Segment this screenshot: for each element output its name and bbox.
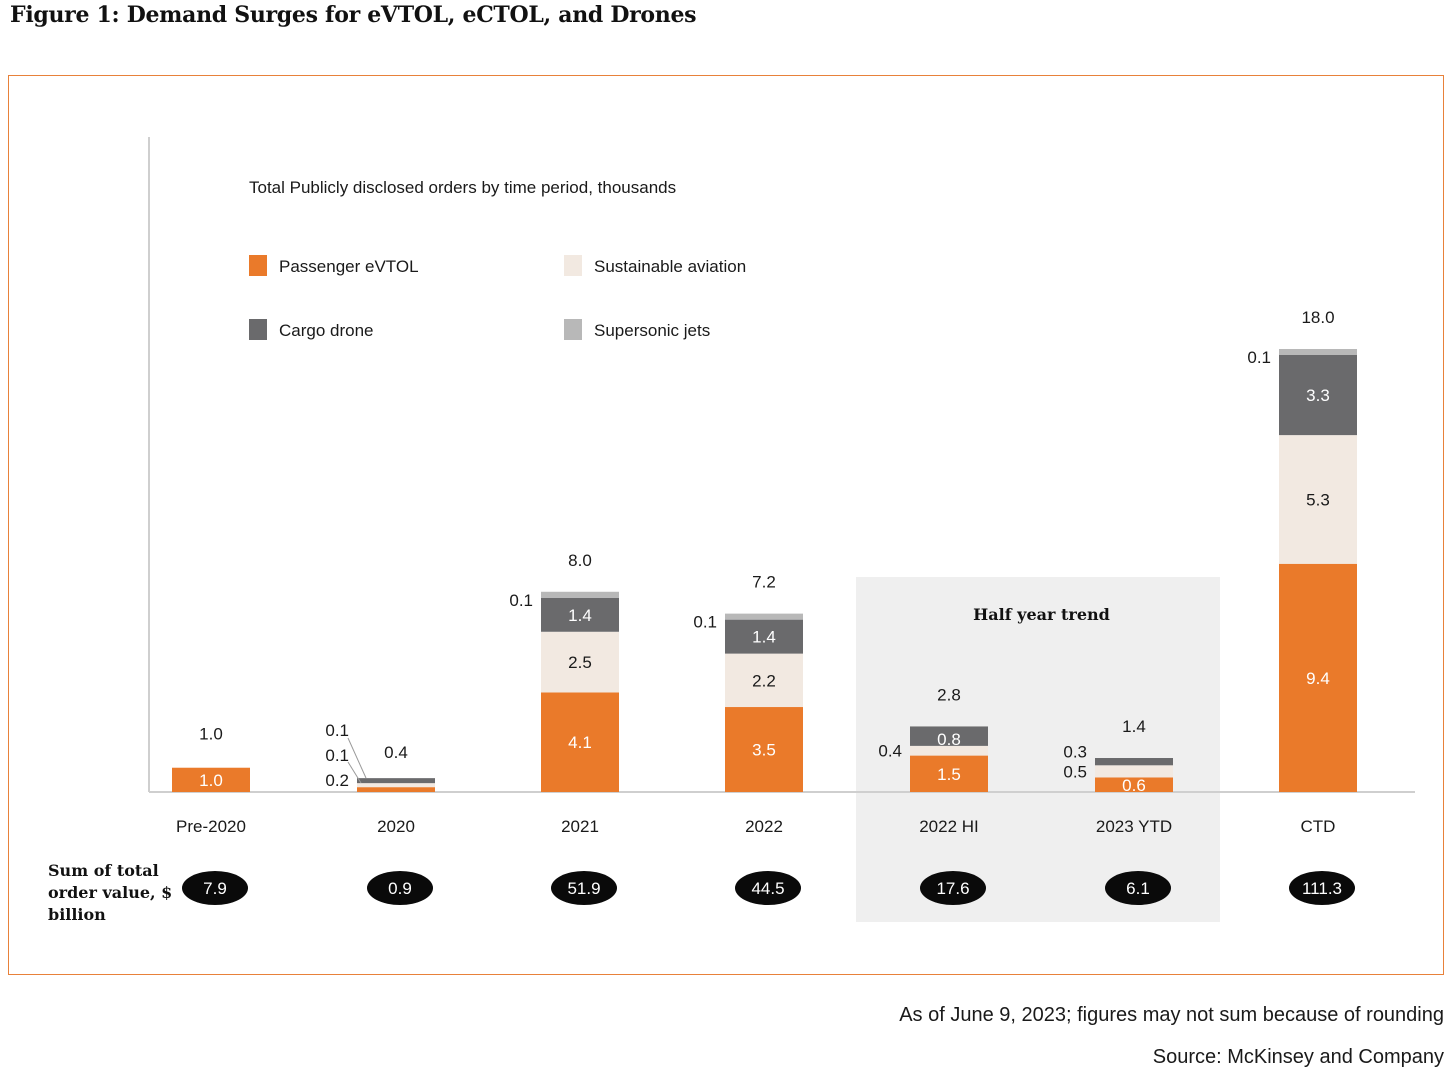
order-value-pill-pre-2020 — [182, 871, 248, 905]
bar-2021-sustainable-aviation — [541, 631, 619, 693]
total-label-2022: 7.2 — [752, 573, 776, 592]
source-footnote: Source: McKinsey and Company — [1152, 1046, 1444, 1068]
leader-line-2020-cargo — [347, 737, 367, 779]
bar-2021-cargo-drone — [541, 597, 619, 632]
total-label-2021: 8.0 — [568, 551, 592, 570]
bar-2020-sustainable-aviation — [357, 783, 435, 788]
data-label-2020-passenger-evtol: 0.2 — [325, 771, 349, 790]
data-label-2022-h1-passenger-evtol: 1.5 — [937, 765, 961, 784]
chart-subtitle: Total Publicly disclosed orders by time … — [249, 178, 676, 197]
bar-2022-h1-sustainable-aviation — [910, 745, 988, 756]
bar-ctd-supersonic-jets — [1279, 349, 1357, 355]
total-label-2020: 0.4 — [384, 743, 408, 762]
bar-2022-passenger-evtol — [725, 707, 803, 792]
data-label-2021-supersonic-jets: 0.1 — [509, 591, 533, 610]
data-label-2022-cargo-drone: 1.4 — [752, 628, 776, 647]
data-label-2022-sustainable-aviation: 2.2 — [752, 671, 776, 690]
order-value-label-2021: 51.9 — [567, 879, 600, 898]
data-label-2022-supersonic-jets: 0.1 — [693, 613, 717, 632]
legend-label-passenger-evtol: Passenger eVTOL — [279, 257, 419, 276]
x-tick-label-ctd: CTD — [1301, 817, 1336, 836]
leader-line-2020-sustainable — [347, 761, 362, 784]
x-tick-label-pre-2020: Pre-2020 — [176, 817, 246, 836]
data-label-ctd-sustainable-aviation: 5.3 — [1306, 490, 1330, 509]
order-value-label-2022: 44.5 — [751, 879, 784, 898]
bar-2023-ytd-sustainable-aviation — [1095, 765, 1173, 778]
bar-2021-passenger-evtol — [541, 692, 619, 792]
bar-2022-h1-passenger-evtol — [910, 755, 988, 792]
chart-frame — [8, 75, 1444, 975]
bar-2022-supersonic-jets — [725, 613, 803, 620]
legend-label-supersonic-jets: Supersonic jets — [594, 321, 710, 340]
order-value-label-2023-ytd: 6.1 — [1126, 879, 1150, 898]
data-label-2020-sustainable-aviation: 0.1 — [325, 746, 349, 765]
data-label-2023-ytd-passenger-evtol: 0.6 — [1122, 776, 1146, 795]
x-tick-label-2023-ytd: 2023 YTD — [1096, 817, 1172, 836]
bar-2020-cargo-drone — [357, 778, 435, 784]
data-label-2021-passenger-evtol: 4.1 — [568, 733, 592, 752]
data-label-2022-passenger-evtol: 3.5 — [752, 741, 776, 760]
legend-label-cargo-drone: Cargo drone — [279, 321, 374, 340]
order-value-pill-2023-ytd — [1105, 871, 1171, 905]
rounding-footnote: As of June 9, 2023; figures may not sum … — [899, 1004, 1444, 1026]
data-label-ctd-supersonic-jets: 0.1 — [1247, 348, 1271, 367]
total-label-ctd: 18.0 — [1301, 308, 1334, 327]
data-label-2022-h1-cargo-drone: 0.8 — [937, 730, 961, 749]
order-value-label-pre-2020: 7.9 — [203, 879, 227, 898]
data-label-ctd-passenger-evtol: 9.4 — [1306, 669, 1330, 688]
legend-swatch-sustainable-aviation — [564, 255, 582, 276]
order-value-pill-ctd — [1289, 871, 1355, 905]
order-value-pill-2022 — [735, 871, 801, 905]
data-label-2021-sustainable-aviation: 2.5 — [568, 653, 592, 672]
bar-2023-ytd-cargo-drone — [1095, 758, 1173, 766]
half-year-trend-label: Half year trend — [973, 605, 1110, 624]
legend-label-sustainable-aviation: Sustainable aviation — [594, 257, 746, 276]
x-tick-label-2021: 2021 — [561, 817, 599, 836]
legend-swatch-passenger-evtol — [249, 255, 267, 276]
order-value-label-2022-h1: 17.6 — [936, 879, 969, 898]
bar-pre-2020-passenger-evtol — [172, 767, 250, 792]
total-label-pre-2020: 1.0 — [199, 725, 223, 744]
order-value-pill-2020 — [367, 871, 433, 905]
x-tick-label-2020: 2020 — [377, 817, 415, 836]
data-label-2021-cargo-drone: 1.4 — [568, 606, 592, 625]
x-tick-label-2022: 2022 — [745, 817, 783, 836]
legend-swatch-supersonic-jets — [564, 319, 582, 340]
bar-2022-h1-cargo-drone — [910, 726, 988, 746]
bar-2022-cargo-drone — [725, 619, 803, 654]
bar-ctd-sustainable-aviation — [1279, 435, 1357, 564]
data-label-pre-2020-passenger-evtol: 1.0 — [199, 771, 223, 790]
x-tick-label-2022-h1: 2022 HI — [919, 817, 979, 836]
order-value-label-ctd: 111.3 — [1302, 879, 1342, 898]
bar-ctd-cargo-drone — [1279, 355, 1357, 436]
bar-2020-passenger-evtol — [357, 787, 435, 792]
order-value-row-label-line-1: Sum of total — [48, 861, 159, 880]
order-value-pill-2021 — [551, 871, 617, 905]
order-value-pill-2022-h1 — [920, 871, 986, 905]
order-value-row-label-line-3: billion — [48, 905, 106, 924]
bar-2022-sustainable-aviation — [725, 653, 803, 708]
data-label-2023-ytd-sustainable-aviation: 0.5 — [1063, 762, 1087, 781]
data-label-2023-ytd-cargo-drone: 0.3 — [1063, 743, 1087, 762]
total-label-2023-ytd: 1.4 — [1122, 717, 1146, 736]
order-value-row-label-line-2: order value, $ — [48, 883, 172, 902]
bar-ctd-passenger-evtol — [1279, 563, 1357, 792]
data-label-2020-cargo-drone: 0.1 — [325, 721, 349, 740]
data-label-ctd-cargo-drone: 3.3 — [1306, 386, 1330, 405]
bar-2021-supersonic-jets — [541, 591, 619, 598]
figure-title: Figure 1: Demand Surges for eVTOL, eCTOL… — [10, 2, 697, 28]
data-label-2022-h1-sustainable-aviation: 0.4 — [878, 742, 902, 761]
order-value-label-2020: 0.9 — [388, 879, 412, 898]
legend-swatch-cargo-drone — [249, 319, 267, 340]
bar-2023-ytd-passenger-evtol — [1095, 777, 1173, 792]
total-label-2022-h1: 2.8 — [937, 685, 961, 704]
